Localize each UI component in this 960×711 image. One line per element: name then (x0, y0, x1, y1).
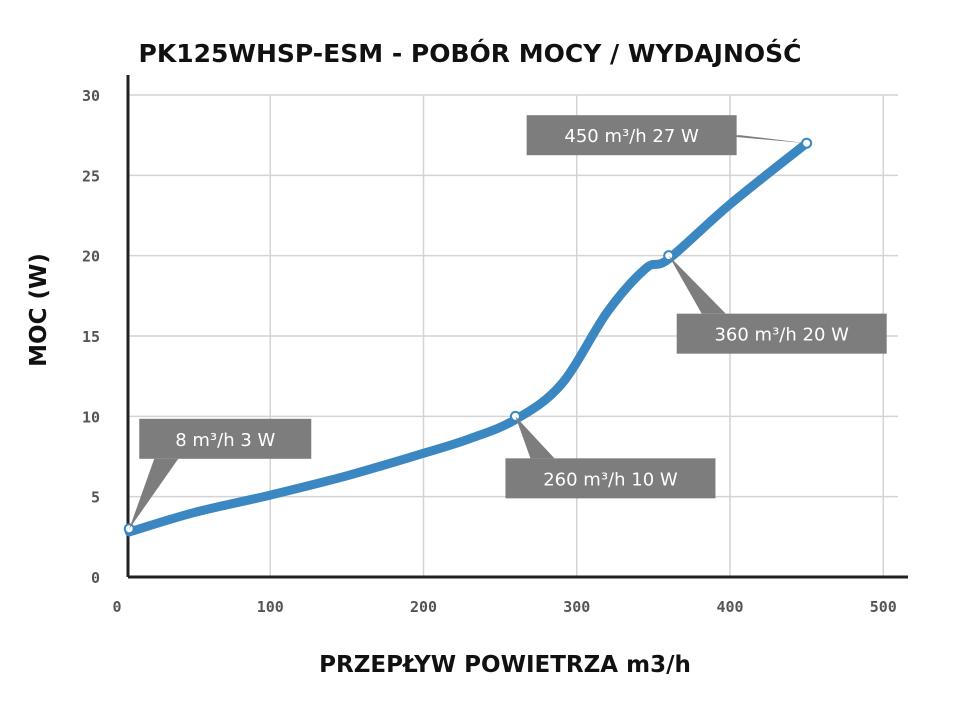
y-tick-label: 20 (82, 248, 100, 266)
y-tick-label: 25 (82, 167, 100, 185)
y-tick-label: 10 (82, 408, 100, 426)
callouts: 8 m³/h 3 W 260 m³/h 10 W 360 m³/h 20 W 450 … (129, 115, 887, 529)
callout-label: 8 m³/h 3 W (175, 430, 275, 451)
y-tick-label: 5 (91, 489, 100, 507)
callout-pointer (129, 458, 179, 529)
callout-pointer (515, 416, 555, 459)
callout-pointer (668, 255, 726, 314)
axes (126, 75, 908, 579)
y-tick-label: 15 (82, 328, 100, 346)
callout-label: 260 m³/h 10 W (543, 469, 678, 490)
x-axis-title: PRZEPŁYW POWIETRZA m3/h (319, 652, 691, 678)
x-tick-label: 200 (410, 598, 437, 616)
x-tick-label: 0 (112, 598, 121, 616)
chart-title: PK125WHSP-ESM - POBÓR MOCY / WYDAJNOŚĆ (139, 38, 802, 68)
y-tick-label: 30 (82, 87, 100, 105)
callout-box (526, 115, 737, 156)
y-axis-ticks: 0 5 10 15 20 25 30 (82, 87, 100, 587)
x-tick-label: 300 (563, 598, 590, 616)
grid (128, 94, 898, 577)
x-tick-label: 100 (257, 598, 284, 616)
x-tick-label: 500 (870, 598, 897, 616)
data-point (663, 250, 675, 262)
x-axis-ticks: 0 100 200 300 400 500 (112, 598, 896, 616)
callout-label: 450 m³/h 27 W (564, 126, 699, 147)
callout-label: 360 m³/h 20 W (714, 325, 849, 346)
callout-box (676, 313, 887, 354)
x-tick-label: 400 (716, 598, 743, 616)
callout-box (505, 458, 716, 499)
callout-box (139, 418, 312, 459)
y-axis-title: MOC (W) (26, 253, 52, 367)
callout-pointer (716, 135, 807, 144)
y-tick-label: 0 (91, 569, 100, 587)
